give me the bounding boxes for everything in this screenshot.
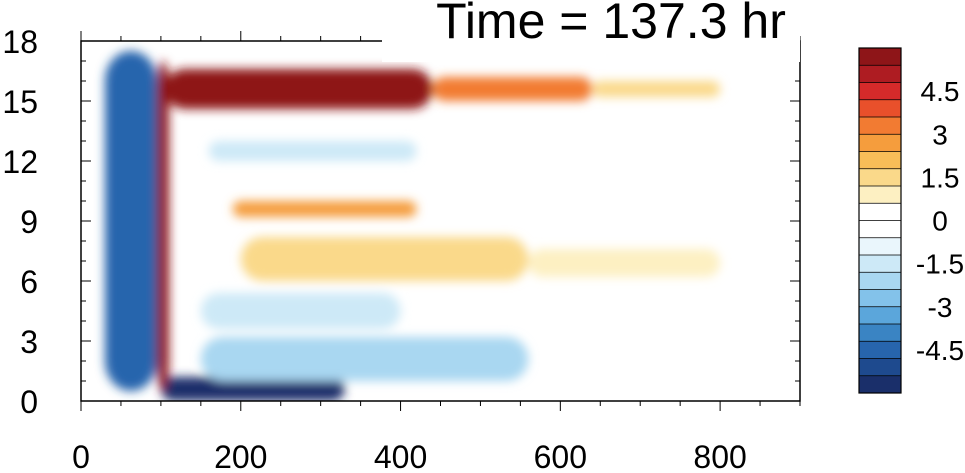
- colorbar-swatch: [859, 186, 901, 204]
- heatmap-cell: [240, 237, 529, 281]
- heatmap-field: [104, 51, 721, 401]
- y-tick-label: 9: [20, 204, 38, 240]
- heatmap-cell: [104, 51, 157, 391]
- x-tick-label: 600: [534, 439, 587, 473]
- heatmap-cell: [232, 201, 417, 217]
- y-tick-label: 6: [20, 264, 38, 300]
- heatmap-cell: [432, 77, 593, 101]
- y-tick-label: 3: [20, 324, 38, 360]
- heatmap-cell: [200, 293, 401, 329]
- colorbar-swatch: [859, 65, 901, 83]
- title-background: [382, 0, 800, 62]
- heatmap-cell: [208, 141, 417, 161]
- y-axis: 0 3 6 9 12 15 18: [2, 24, 800, 420]
- colorbar-label: -1.5: [916, 249, 964, 280]
- heatmap-cell: [160, 377, 345, 401]
- y-tick-label: 18: [2, 24, 38, 60]
- x-tick-label: 200: [214, 439, 267, 473]
- plot-area: [80, 40, 801, 402]
- colorbar-swatch: [859, 168, 901, 187]
- y-tick-label: 0: [20, 384, 38, 420]
- colorbar-label: 1.5: [921, 162, 960, 193]
- chart-title: Time = 137.3 hr: [436, 0, 786, 49]
- colorbar-swatch: [859, 341, 901, 359]
- x-axis: 0 200 400 600 800: [72, 31, 801, 473]
- colorbar: 4.5 3 1.5 0 -1.5 -3 -4.5: [858, 47, 964, 394]
- colorbar-swatch: [859, 82, 901, 101]
- x-tick-label: 800: [693, 439, 746, 473]
- colorbar-label: 3: [932, 119, 948, 150]
- colorbar-swatch: [859, 324, 901, 342]
- y-tick-label: 15: [2, 84, 38, 120]
- colorbar-swatch: [859, 203, 901, 221]
- colorbar-label: 4.5: [921, 76, 960, 107]
- colorbar-swatch: [859, 306, 901, 325]
- colorbar-swatch: [859, 48, 901, 66]
- colorbar-swatch: [859, 237, 901, 256]
- heatmap-cell: [528, 249, 721, 277]
- colorbar-swatch: [859, 134, 901, 152]
- colorbar-swatch: [859, 272, 901, 290]
- heatmap-cell: [200, 337, 529, 381]
- colorbar-swatch: [859, 255, 901, 273]
- x-tick-label: 0: [72, 439, 90, 473]
- heatmap-cell: [592, 81, 721, 97]
- colorbar-swatch: [859, 117, 901, 135]
- heatmap-cell: [164, 69, 433, 109]
- colorbar-frame: [858, 47, 902, 394]
- colorbar-swatch: [859, 151, 901, 170]
- colorbar-swatch: [859, 289, 901, 308]
- y-tick-label: 12: [2, 144, 38, 180]
- colorbar-label: -4.5: [916, 335, 964, 366]
- x-tick-label: 400: [374, 439, 427, 473]
- colorbar-swatch: [859, 99, 901, 118]
- colorbar-label: 0: [932, 206, 948, 237]
- colorbar-swatch: [859, 375, 901, 394]
- heatmap-cell: [156, 61, 169, 391]
- colorbar-swatch: [859, 358, 901, 377]
- colorbar-swatch: [859, 220, 901, 239]
- colorbar-label: -3: [928, 292, 953, 323]
